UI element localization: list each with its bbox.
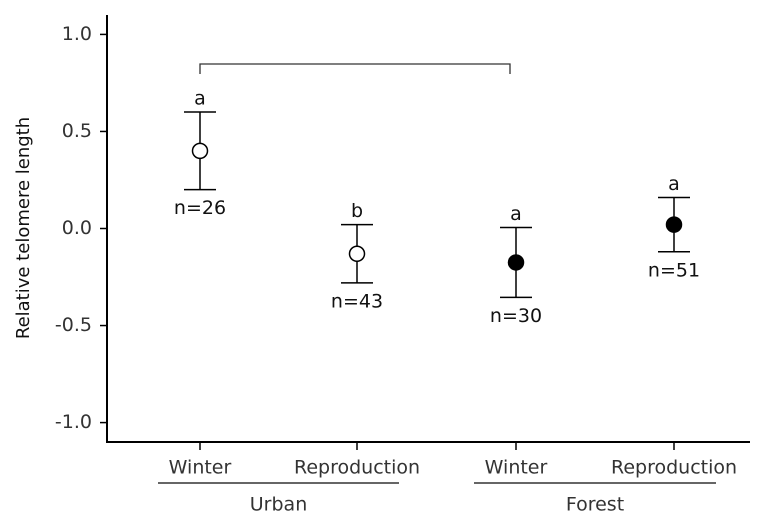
point bbox=[191, 142, 209, 160]
significance-letter: b bbox=[351, 200, 363, 222]
y-tick-label: -0.5 bbox=[55, 314, 92, 336]
y-axis-title: Relative telomere length bbox=[13, 117, 34, 339]
n-label: n=26 bbox=[174, 197, 226, 219]
group-label: Urban bbox=[250, 494, 307, 515]
group-label: Forest bbox=[566, 494, 624, 515]
y-tick-label: 1.0 bbox=[62, 23, 92, 45]
x-tick-label: Winter bbox=[169, 457, 232, 479]
n-label: n=51 bbox=[648, 259, 700, 281]
point bbox=[507, 254, 525, 271]
bracket bbox=[199, 63, 511, 74]
y-tick-label: -1.0 bbox=[55, 411, 92, 433]
significance-letter: a bbox=[510, 203, 522, 225]
significance-letter: a bbox=[194, 88, 206, 110]
significance-letter: a bbox=[668, 173, 680, 195]
point bbox=[665, 216, 683, 233]
y-tick-label: 0.0 bbox=[62, 217, 92, 239]
point bbox=[348, 245, 366, 262]
n-label: n=30 bbox=[490, 305, 542, 327]
x-tick-label: Winter bbox=[485, 457, 548, 479]
x-tick-label: Reproduction bbox=[294, 457, 420, 479]
x-tick-label: Reproduction bbox=[611, 457, 737, 479]
n-label: n=43 bbox=[331, 290, 383, 312]
y-tick-label: 0.5 bbox=[62, 120, 92, 142]
